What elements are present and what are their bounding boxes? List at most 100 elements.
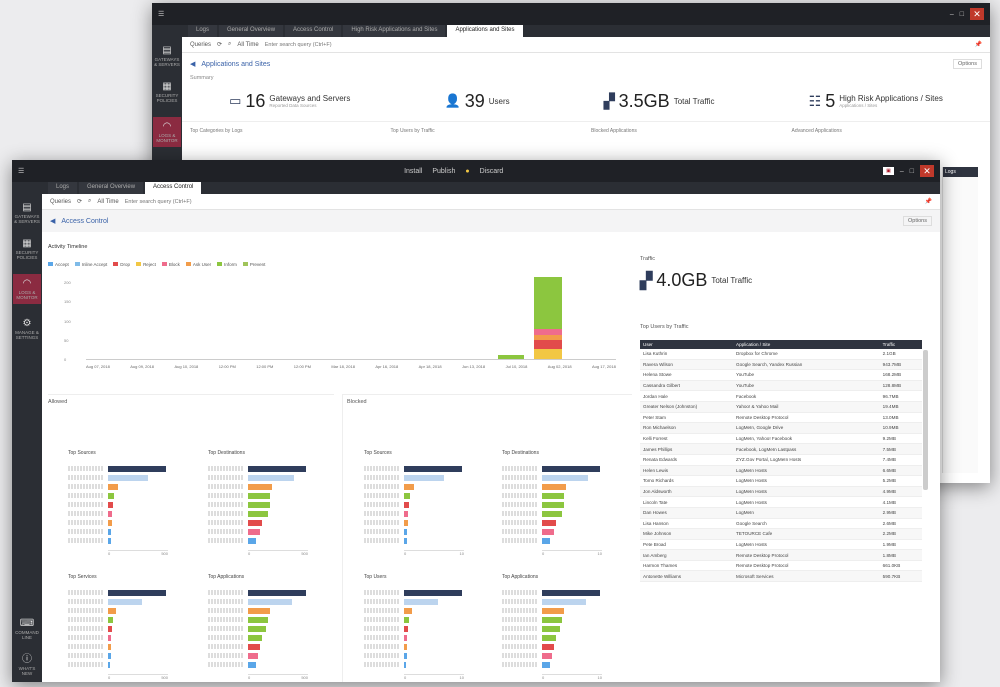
tab-general-overview[interactable]: General Overview (219, 25, 284, 37)
panel-bar[interactable] (108, 662, 110, 668)
sidebar-item-command-line[interactable]: ⌨ COMMAND LINE (15, 618, 39, 640)
panel-bar[interactable] (404, 502, 409, 508)
panel-bar[interactable] (542, 475, 588, 481)
panel-bar[interactable] (404, 644, 407, 650)
panel-bar[interactable] (108, 466, 166, 472)
sidebar-item-policies[interactable]: ▦ SECURITY POLICIES (155, 81, 179, 103)
table-row[interactable]: Helena Stowe YouTube 168.2MB (640, 369, 922, 381)
panel-bar[interactable] (248, 599, 292, 605)
table-row[interactable]: Ron Michaelson LogMeIn, Google Drive 10.9M… (640, 422, 922, 434)
table-row[interactable]: Ravera Wilson Google Search, Yandex Russi… (640, 359, 922, 371)
panel-bar[interactable] (248, 466, 306, 472)
table-row[interactable]: Renata Edwards ZYZ.Gov Portal, LogMeIn Ho… (640, 454, 922, 466)
panel-bar[interactable] (108, 520, 112, 526)
pin-icon[interactable]: 📌 (974, 42, 982, 48)
menu-icon[interactable]: ☰ (158, 11, 165, 18)
table-row[interactable]: James Phillips Facebook, LogMeIn Lastpass… (640, 443, 922, 455)
panel-bar[interactable] (108, 502, 113, 508)
panel-bar[interactable] (248, 520, 262, 526)
panel-bar[interactable] (108, 599, 142, 605)
panel-bar[interactable] (542, 626, 560, 632)
panel-bar[interactable] (248, 617, 268, 623)
panel-bar[interactable] (404, 493, 410, 499)
sidebar-item-gateways[interactable]: ▤ GATEWAYS & SERVERS (154, 45, 180, 67)
panel-bar[interactable] (248, 538, 256, 544)
panel-bar[interactable] (542, 662, 550, 668)
panel-bar[interactable] (248, 529, 260, 535)
panel-bar[interactable] (108, 475, 148, 481)
panel-bar[interactable] (404, 511, 408, 517)
panel-bar[interactable] (108, 608, 116, 614)
table-row[interactable]: Lisa Kuthrin Dropbox for Chrome 2.1GB (640, 349, 922, 360)
tab-access-control[interactable]: Access Control (285, 25, 342, 37)
table-row[interactable]: Pete Broad LogMeIn Hosts 1.9MB (640, 539, 922, 551)
panel-bar[interactable] (404, 653, 407, 659)
panel-bar[interactable] (404, 590, 462, 596)
sidebar-item-whats-new[interactable]: ⓘ WHAT'S NEW (18, 654, 36, 676)
panel-bar[interactable] (404, 484, 414, 490)
panel-bar[interactable] (248, 590, 306, 596)
panel-bar[interactable] (108, 493, 114, 499)
close-button[interactable]: ✕ (970, 8, 984, 20)
panel-bar[interactable] (108, 653, 111, 659)
panel-bar[interactable] (248, 644, 260, 650)
panel-bar[interactable] (108, 626, 112, 632)
table-row[interactable]: Greater Nelson (Johnston) Yahoo! & Yahoo … (640, 401, 922, 413)
panel-bar[interactable] (404, 466, 462, 472)
panel-bar[interactable] (542, 608, 564, 614)
maximize-button[interactable]: □ (959, 10, 964, 18)
panel-bar[interactable] (404, 635, 407, 641)
options-button[interactable]: Options (953, 59, 982, 69)
panel-bar[interactable] (404, 608, 412, 614)
panel-bar[interactable] (248, 653, 258, 659)
tab-high-risk[interactable]: High Risk Applications and Sites (343, 25, 446, 37)
tab-general-overview[interactable]: General Overview (79, 182, 144, 194)
table-row[interactable]: Ian Amberg Remote Desktop Protocol 1.8MB (640, 549, 922, 561)
legend-item[interactable]: Block (161, 262, 180, 267)
sidebar-item-policies[interactable]: ▦ SECURITY POLICIES (15, 238, 39, 260)
panel-bar[interactable] (248, 626, 266, 632)
sidebar-item-logs[interactable]: ◠ LOGS & MONITOR (153, 117, 181, 147)
panel-bar[interactable] (404, 599, 438, 605)
panel-bar[interactable] (404, 538, 407, 544)
options-button[interactable]: Options (903, 216, 932, 226)
legend-item[interactable]: Inline Accept (74, 262, 107, 267)
back-arrow-icon[interactable]: ◀ (50, 218, 56, 225)
maximize-button[interactable]: □ (909, 167, 914, 175)
table-row[interactable]: Jordan Hale Facebook 96.7MB (640, 390, 922, 402)
panel-bar[interactable] (248, 635, 262, 641)
panel-bar[interactable] (108, 538, 111, 544)
close-button[interactable]: ✕ (919, 165, 934, 177)
discard-button[interactable]: Discard (479, 167, 504, 175)
panel-bar[interactable] (108, 617, 113, 623)
tab-applications-sites[interactable]: Applications and Sites (447, 25, 523, 37)
panel-bar[interactable] (542, 617, 562, 623)
panel-bar[interactable] (248, 493, 270, 499)
panel-bar[interactable] (108, 511, 112, 517)
panel-bar[interactable] (404, 520, 408, 526)
panel-bar[interactable] (542, 493, 564, 499)
panel-bar[interactable] (542, 484, 566, 490)
tab-access-control[interactable]: Access Control (145, 182, 202, 194)
panel-bar[interactable] (542, 599, 586, 605)
panel-bar[interactable] (404, 662, 406, 668)
panel-bar[interactable] (108, 590, 166, 596)
table-scrollbar[interactable] (923, 350, 928, 490)
table-row[interactable]: Kelli Forrest LogMeIn, Yahoo! Facebook 9.2… (640, 433, 922, 445)
queries-button[interactable]: Queries (50, 198, 72, 205)
legend-item[interactable]: Inform (217, 262, 237, 267)
panel-bar[interactable] (542, 635, 556, 641)
panel-bar[interactable] (108, 529, 111, 535)
queries-button[interactable]: Queries (190, 41, 212, 48)
table-row[interactable]: Antonette Williams Microsoft Services 590.… (640, 570, 922, 583)
install-button[interactable]: Install (404, 167, 423, 175)
warning-icon[interactable]: ● (465, 167, 470, 175)
publish-button[interactable]: Publish (432, 167, 456, 175)
sidebar-item-gateways[interactable]: ▤ GATEWAYS & SERVERS (14, 202, 40, 224)
col-app[interactable]: Application / Site (733, 340, 880, 349)
minimize-button[interactable]: – (949, 10, 954, 18)
panel-bar[interactable] (108, 484, 118, 490)
table-row[interactable]: Tomo Richards LogMeIn Hosts 5.2MB (640, 475, 922, 487)
panel-bar[interactable] (542, 653, 552, 659)
col-user[interactable]: User (640, 340, 734, 349)
